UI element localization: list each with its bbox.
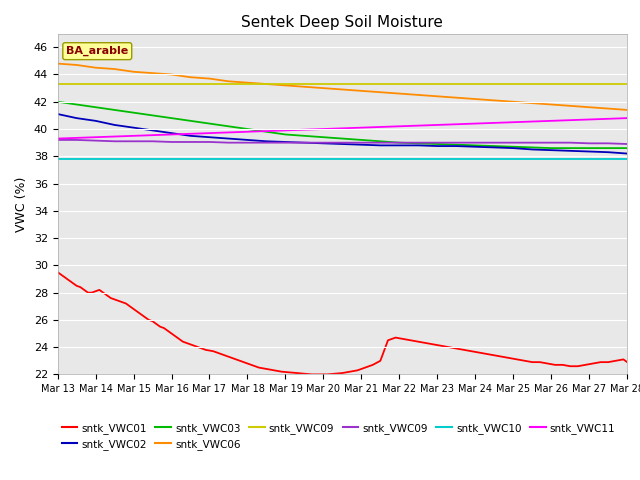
Y-axis label: VWC (%): VWC (%): [15, 176, 28, 232]
Title: Sentek Deep Soil Moisture: Sentek Deep Soil Moisture: [241, 15, 444, 30]
Legend: sntk_VWC01, sntk_VWC02, sntk_VWC03, sntk_VWC06, sntk_VWC09, sntk_VWC09, sntk_VWC: sntk_VWC01, sntk_VWC02, sntk_VWC03, sntk…: [58, 419, 620, 454]
Text: BA_arable: BA_arable: [66, 46, 129, 56]
